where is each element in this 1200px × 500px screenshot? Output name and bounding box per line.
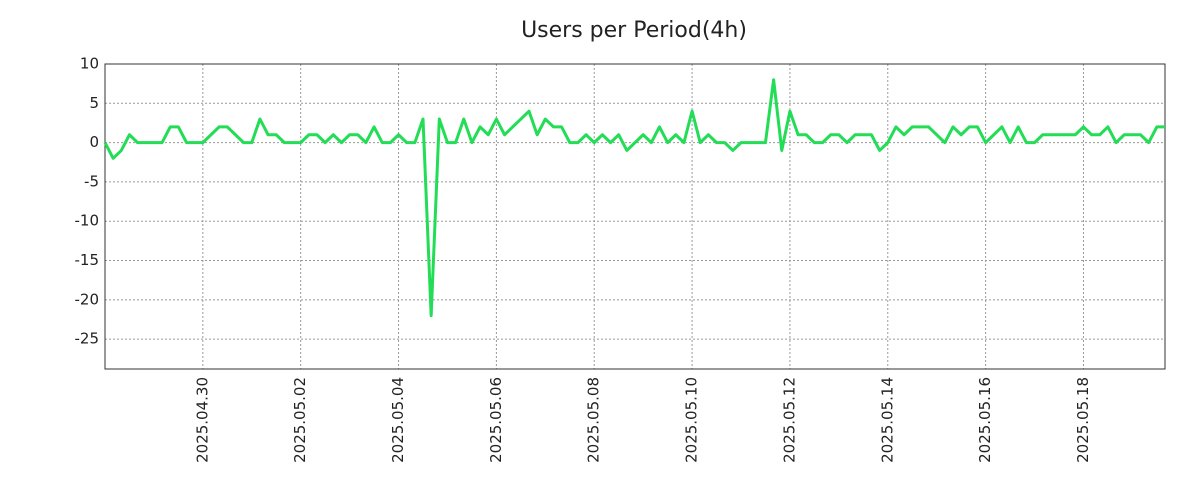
x-tick-label: 2025.05.16 [976,377,994,463]
x-tick-label: 2025.04.30 [193,377,211,463]
y-tick-label: -20 [75,290,100,308]
x-tick-label: 2025.05.08 [585,377,603,463]
x-tick-label: 2025.05.02 [291,377,309,463]
x-tick-label: 2025.05.10 [683,377,701,463]
chart-title: Users per Period(4h) [521,18,747,43]
x-tick-label: 2025.05.12 [780,377,798,463]
plot-frame [104,63,1166,370]
y-tick-label: 0 [89,133,99,151]
data-line [103,78,1165,318]
x-tick-label: 2025.05.14 [878,377,896,463]
y-tick-label: 10 [80,55,99,73]
x-tick-label: 2025.05.06 [487,377,505,463]
y-tick-label: -25 [75,330,100,348]
y-tick-label: -5 [84,172,99,190]
x-tick-label: 2025.05.18 [1074,377,1092,463]
x-tick-label: 2025.05.04 [389,377,407,463]
y-tick-label: 5 [89,94,99,112]
y-tick-label: -15 [75,251,100,269]
y-tick-label: -10 [75,212,100,230]
